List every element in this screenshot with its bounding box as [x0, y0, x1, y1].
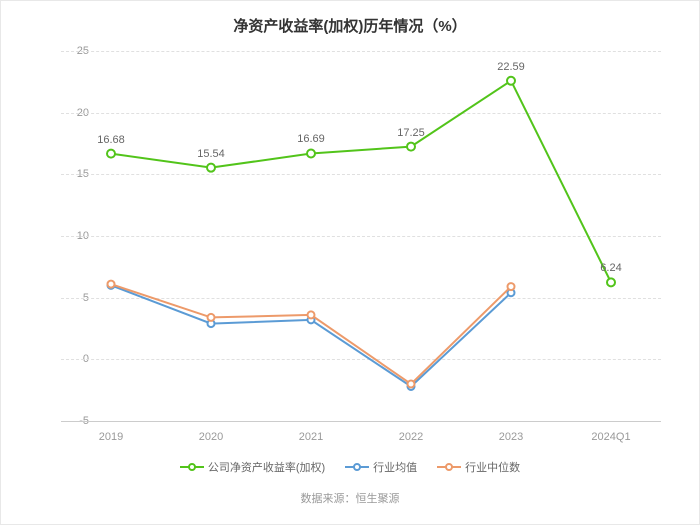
- x-tick-label: 2022: [399, 431, 423, 443]
- legend-item[interactable]: 行业中位数: [437, 459, 520, 475]
- legend-label: 公司净资产收益率(加权): [208, 459, 325, 475]
- legend-label: 行业均值: [373, 459, 417, 475]
- legend-item[interactable]: 公司净资产收益率(加权): [180, 459, 325, 475]
- series-line: [111, 285, 511, 386]
- series-marker: [108, 281, 115, 288]
- data-label: 22.59: [497, 61, 525, 73]
- legend: 公司净资产收益率(加权) 行业均值 行业中位数: [1, 459, 699, 476]
- plot-area: 16.68 15.54 16.69 17.25 22.59 6.24: [61, 51, 661, 421]
- series-marker: [207, 164, 215, 172]
- legend-marker-icon: [437, 461, 461, 473]
- series-marker: [508, 283, 515, 290]
- series-marker: [607, 278, 615, 286]
- legend-label: 行业中位数: [465, 459, 520, 475]
- data-label: 17.25: [397, 127, 425, 139]
- x-tick-label: 2023: [499, 431, 523, 443]
- source-prefix: 数据来源：: [301, 493, 356, 505]
- legend-marker-icon: [180, 461, 204, 473]
- series-marker: [107, 150, 115, 158]
- series-marker: [307, 149, 315, 157]
- chart-title: 净资产收益率(加权)历年情况（%）: [1, 1, 699, 36]
- series-marker: [408, 381, 415, 388]
- data-source: 数据来源：恒生聚源: [1, 490, 699, 506]
- x-tick-label: 2024Q1: [591, 431, 630, 443]
- data-label: 15.54: [197, 148, 225, 160]
- series-marker: [308, 311, 315, 318]
- data-label: 16.69: [297, 133, 325, 145]
- x-tick-label: 2021: [299, 431, 323, 443]
- legend-item[interactable]: 行业均值: [345, 459, 417, 475]
- series-marker: [208, 314, 215, 321]
- x-axis-line: [61, 421, 661, 422]
- data-label: 16.68: [97, 134, 125, 146]
- x-tick-label: 2019: [99, 431, 123, 443]
- data-label: 6.24: [600, 262, 621, 274]
- series-marker: [407, 143, 415, 151]
- series-marker: [507, 77, 515, 85]
- chart-container: 净资产收益率(加权)历年情况（%） 16.68 15.54 16.69 17.25 22…: [0, 0, 700, 525]
- series-line: [111, 284, 511, 384]
- legend-marker-icon: [345, 461, 369, 473]
- series-line: [111, 81, 611, 283]
- chart-svg: [61, 51, 661, 421]
- source-name: 恒生聚源: [356, 493, 400, 505]
- x-tick-label: 2020: [199, 431, 223, 443]
